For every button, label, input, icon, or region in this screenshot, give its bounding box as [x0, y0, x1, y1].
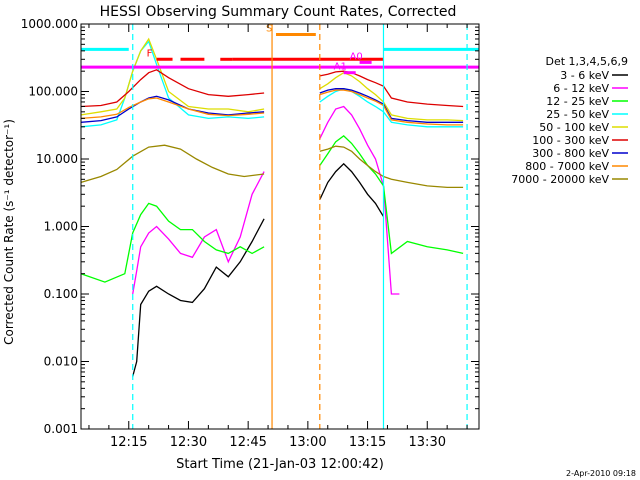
series-line-2-0 — [80, 202, 265, 283]
series-line-8-1 — [319, 145, 464, 189]
x-tick-label: 13:30 — [409, 435, 446, 450]
plot-frame — [80, 23, 480, 430]
legend-label: 300 - 800 keV — [532, 147, 609, 160]
series-line-8-0 — [80, 144, 265, 184]
flag-label: S — [266, 23, 272, 34]
axes-layer: 1000.000 100.000 10.000 1.000 0.100 0.010 0.00… — [21, 17, 480, 450]
y-tick-label: 1.000 — [44, 220, 78, 234]
series-line-2-1 — [319, 135, 464, 255]
legend-title: Det 1,3,4,5,6,9 — [545, 55, 628, 68]
legend-label: 50 - 100 keV — [539, 121, 609, 134]
series-line-0-1 — [319, 162, 385, 217]
legend-label: 3 - 6 keV — [560, 69, 609, 82]
series-line-0-0 — [132, 218, 265, 377]
chart-title: HESSI Observing Summary Count Rates, Cor… — [100, 4, 457, 20]
series-line-6-1 — [319, 88, 464, 123]
y-axis-label: Corrected Count Rate (s⁻¹ detector⁻¹) — [2, 119, 16, 345]
x-tick-label: 13:00 — [289, 435, 326, 450]
date-stamp: 2-Apr-2010 09:18 — [566, 469, 636, 478]
series-line-5-0 — [80, 69, 265, 108]
flag-label: F — [147, 48, 153, 59]
series-line-6-0 — [80, 95, 265, 123]
series-layer — [80, 37, 464, 377]
x-tick-label: 12:15 — [110, 435, 147, 450]
series-line-1-0 — [132, 171, 265, 295]
series-line-7-1 — [319, 89, 464, 126]
flag-label: A0 — [350, 51, 363, 62]
series-line-4-0 — [80, 37, 265, 116]
y-tick-label: 0.100 — [44, 287, 78, 301]
x-tick-label: 12:30 — [170, 435, 207, 450]
y-tick-label: 0.001 — [44, 422, 78, 436]
y-tick-label: 100.000 — [28, 85, 78, 99]
x-tick-label: 12:45 — [229, 435, 266, 450]
legend-label: 12 - 25 keV — [546, 95, 609, 108]
legend-label: 25 - 50 keV — [546, 108, 609, 121]
x-tick-label: 13:15 — [349, 435, 386, 450]
series-line-7-0 — [80, 97, 265, 120]
series-line-4-1 — [319, 71, 464, 122]
x-axis-label: Start Time (21-Jan-03 12:00:42) — [176, 457, 384, 472]
legend-label: 6 - 12 keV — [553, 82, 609, 95]
series-line-1-1 — [319, 105, 400, 295]
y-tick-label: 1000.000 — [21, 17, 78, 31]
legend-label: 800 - 7000 keV — [525, 160, 609, 173]
y-tick-label: 0.010 — [44, 355, 78, 369]
series-line-3-1 — [319, 88, 464, 128]
legend-label: 7000 - 20000 keV — [511, 173, 609, 186]
y-tick-label: 10.000 — [36, 152, 78, 166]
flag-label: A1 — [334, 62, 347, 73]
series-line-5-1 — [319, 70, 464, 108]
legend-label: 100 - 300 keV — [532, 134, 609, 147]
